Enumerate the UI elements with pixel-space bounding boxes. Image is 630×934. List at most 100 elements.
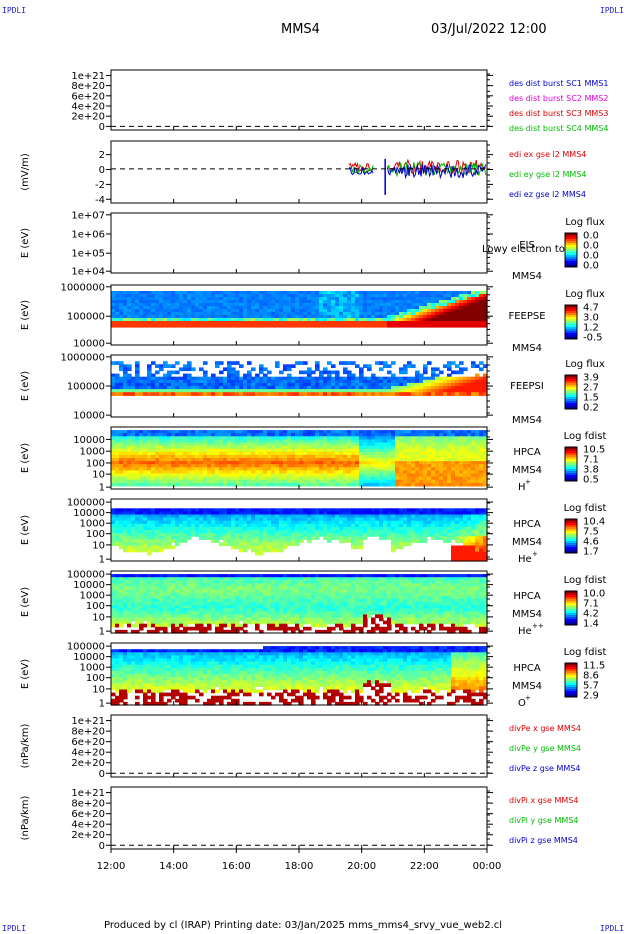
panel-4-pixel bbox=[267, 306, 272, 310]
panel-7-pixel bbox=[303, 530, 308, 534]
panel-6-pixel bbox=[363, 476, 368, 481]
panel-6-pixel bbox=[331, 473, 336, 478]
panel-5-pixel bbox=[315, 386, 320, 390]
panel-5-pixel bbox=[283, 379, 288, 384]
panel-4-pixel bbox=[271, 297, 276, 301]
panel-6-pixel bbox=[151, 433, 156, 437]
panel-1-ytick-label: 1e+21 bbox=[71, 71, 105, 82]
panel-5-pixel bbox=[183, 364, 188, 368]
panel-4-pixel bbox=[299, 291, 304, 295]
panel-5-pixel bbox=[399, 376, 404, 381]
panel-4-pixel bbox=[251, 324, 256, 328]
panel-6-pixel bbox=[227, 473, 232, 478]
panel-7-pixel bbox=[379, 530, 384, 534]
panel-4-cbar-cell bbox=[565, 333, 577, 336]
panel-7-pixel bbox=[315, 530, 320, 534]
panel-6-pixel bbox=[247, 458, 252, 462]
panel-7-pixel bbox=[427, 523, 432, 528]
panel-6-pixel bbox=[319, 470, 324, 475]
panel-1-legend-1: des dist burst SC1 MMS1 bbox=[509, 79, 608, 88]
panel-7-pixel bbox=[307, 520, 312, 525]
panel-7-pixel bbox=[351, 520, 356, 525]
panel-5-pixel bbox=[327, 376, 332, 381]
panel-6-cbar-cell bbox=[565, 465, 577, 468]
panel-4-pixel bbox=[155, 321, 160, 325]
panel-7-pixel bbox=[139, 542, 144, 547]
panel-4-pixel bbox=[327, 294, 332, 298]
panel-6-pixel bbox=[347, 445, 352, 450]
panel-6-pixel bbox=[375, 467, 380, 471]
panel-7-pixel bbox=[119, 520, 124, 525]
panel-4-pixel bbox=[171, 294, 176, 298]
panel-4-pixel bbox=[427, 303, 432, 307]
corner-label-top-left: IPDLI bbox=[2, 6, 27, 15]
panel-7-pixel bbox=[163, 526, 168, 531]
panel-5-pixel bbox=[475, 376, 480, 381]
panel-4-pixel bbox=[199, 315, 204, 319]
panel-4-pixel bbox=[399, 303, 404, 307]
panel-7-pixel bbox=[255, 523, 260, 528]
panel-6-pixel bbox=[171, 442, 176, 447]
panel-5-pixel bbox=[423, 367, 428, 372]
panel-7-pixel bbox=[459, 517, 464, 522]
panel-6-pixel bbox=[183, 458, 188, 462]
panel-4-pixel bbox=[351, 291, 356, 295]
panel-7-pixel bbox=[183, 520, 188, 525]
panel-6-pixel bbox=[463, 473, 468, 478]
panel-7-pixel bbox=[307, 514, 312, 519]
panel-4-pixel bbox=[339, 315, 344, 319]
panel-6-pixel bbox=[387, 464, 392, 468]
panel-5-cbar-label: 3.9 bbox=[583, 373, 599, 384]
panel-7-pixel bbox=[359, 530, 364, 534]
panel-5-pixel bbox=[407, 376, 412, 381]
panel-4-pixel bbox=[255, 321, 260, 325]
panel-5-pixel bbox=[447, 376, 452, 381]
panel-4-pixel bbox=[115, 306, 120, 310]
panel-3-cbar-cell bbox=[565, 261, 577, 264]
panel-5-cbar-frame bbox=[564, 374, 578, 410]
panel-6-pixel bbox=[335, 436, 340, 440]
panel-6-pixel bbox=[243, 464, 248, 468]
panel-6-pixel bbox=[439, 454, 444, 459]
panel-6-pixel bbox=[199, 476, 204, 481]
panel-6-pixel bbox=[267, 476, 272, 481]
panel-4-pixel bbox=[319, 294, 324, 298]
panel-6-pixel bbox=[115, 436, 120, 440]
panel-4-pixel bbox=[399, 321, 404, 325]
panel-6-cbar-cell bbox=[565, 453, 577, 456]
panel-5-pixel bbox=[439, 376, 444, 381]
panel-5-pixel bbox=[415, 386, 420, 390]
panel-5-pixel bbox=[143, 379, 148, 384]
panel-4-pixel bbox=[423, 303, 428, 307]
panel-7-pixel bbox=[179, 511, 184, 516]
panel-5-pixel bbox=[111, 373, 116, 378]
panel-7-pixel bbox=[395, 523, 400, 528]
panel-4-pixel bbox=[343, 315, 348, 319]
panel-4-pixel bbox=[363, 309, 368, 313]
panel-6-pixel bbox=[427, 448, 432, 453]
panel-7-pixel bbox=[359, 533, 364, 537]
panel-6-pixel bbox=[471, 473, 476, 478]
panel-4-pixel bbox=[159, 300, 164, 304]
panel-7-pixel bbox=[339, 508, 344, 512]
panel-5-pixel bbox=[319, 370, 324, 375]
panel-7-pixel bbox=[251, 520, 256, 525]
panel-4-pixel bbox=[143, 315, 148, 319]
panel-4-pixel bbox=[191, 312, 196, 316]
panel-7-pixel bbox=[135, 545, 140, 550]
panel-6-pixel bbox=[271, 473, 276, 478]
panel-6-pixel bbox=[423, 454, 428, 459]
panel-7-pixel bbox=[391, 520, 396, 525]
panel-4-cbar-label: 3.0 bbox=[583, 313, 599, 324]
panel-4-pixel bbox=[179, 303, 184, 307]
panel-6-pixel bbox=[395, 442, 400, 447]
panel-6-pixel bbox=[299, 461, 304, 465]
panel-4-pixel bbox=[115, 291, 120, 295]
panel-5-pixel bbox=[123, 386, 128, 390]
panel-3-cbar-cell bbox=[565, 247, 577, 250]
panel-4-pixel bbox=[295, 291, 300, 295]
panel-4-pixel bbox=[471, 315, 476, 319]
panel-5-pixel bbox=[307, 367, 312, 372]
panel-7-pixel bbox=[175, 526, 180, 531]
panel-6-pixel bbox=[155, 442, 160, 447]
